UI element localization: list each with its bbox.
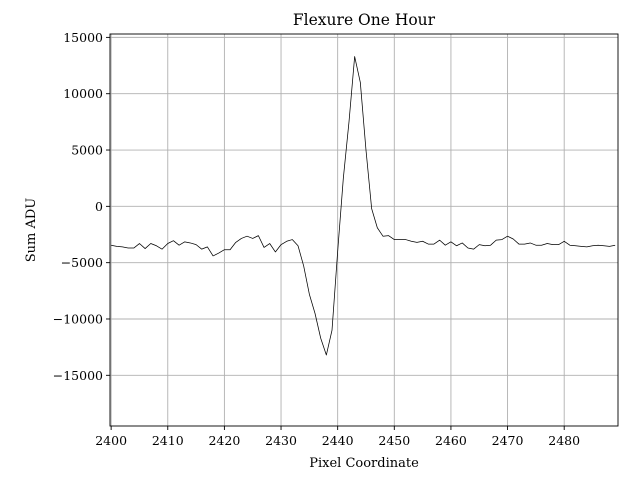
- plot-series: [111, 56, 616, 356]
- chart-title: Flexure One Hour: [293, 11, 436, 29]
- x-tick-label: 2430: [265, 433, 297, 448]
- x-tick-label: 2440: [322, 433, 354, 448]
- y-tick-label: −5000: [61, 255, 103, 270]
- axis-ticks: 2400 2410 2420 2430 2440 2450 2460 2470 2480 1500…: [53, 30, 580, 448]
- x-tick-label: 2480: [548, 433, 580, 448]
- x-tick-label: 2400: [95, 433, 127, 448]
- grid-lines: [110, 34, 618, 426]
- x-tick-label: 2410: [152, 433, 184, 448]
- y-tick-label: −10000: [53, 311, 103, 326]
- series-line: [111, 56, 616, 356]
- y-tick-label: −15000: [53, 368, 103, 383]
- x-tick-label: 2470: [492, 433, 524, 448]
- plot-frame: [109, 33, 619, 427]
- x-tick-label: 2460: [435, 433, 467, 448]
- y-tick-label: 10000: [63, 86, 103, 101]
- x-axis-label: Pixel Coordinate: [309, 456, 419, 471]
- y-tick-label: 15000: [63, 30, 103, 45]
- y-axis-label: Sum ADU: [24, 198, 39, 263]
- x-tick-label: 2450: [378, 433, 410, 448]
- x-tick-label: 2420: [208, 433, 240, 448]
- y-tick-label: 0: [95, 199, 103, 214]
- y-tick-label: 5000: [71, 143, 103, 158]
